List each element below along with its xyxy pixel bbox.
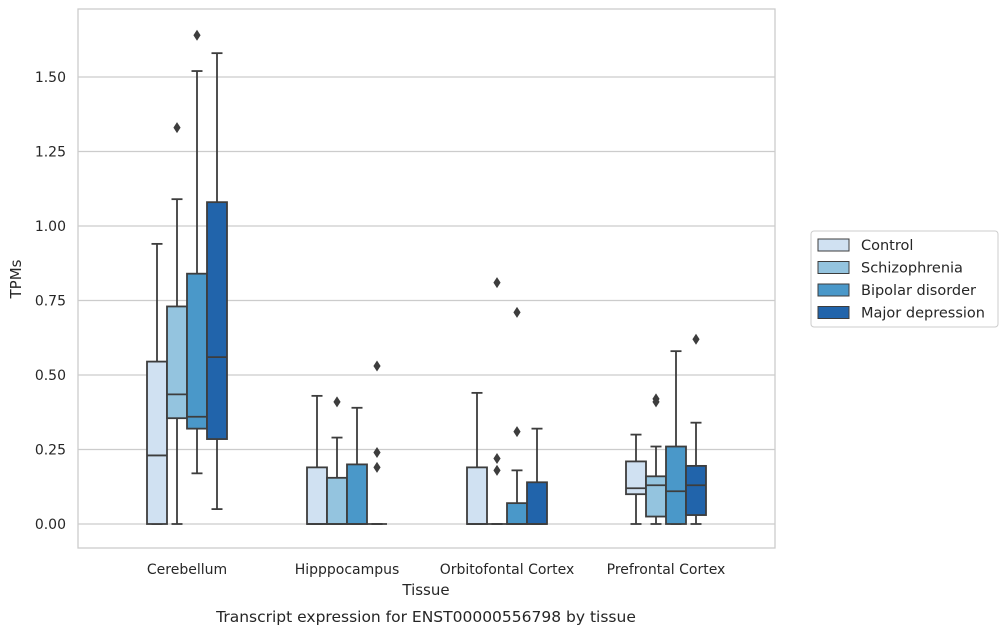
legend-frame xyxy=(810,230,999,328)
box-body xyxy=(466,466,488,525)
box-bipolar-disorder xyxy=(346,406,368,525)
box-body xyxy=(665,445,687,525)
box-body xyxy=(685,464,707,516)
chart-caption: Transcript expression for ENST0000055679… xyxy=(215,608,636,626)
outlier-point xyxy=(513,306,521,318)
y-tick-label: 0.75 xyxy=(35,294,66,310)
box-major-depression xyxy=(685,333,707,525)
y-tick-label: 0.50 xyxy=(35,368,66,384)
box-body xyxy=(146,360,168,525)
x-tick-label: Orbitofontal Cortex xyxy=(440,562,575,578)
box-body xyxy=(645,475,667,518)
legend-label: Bipolar disorder xyxy=(861,283,976,299)
y-tick-label: 1.25 xyxy=(35,145,66,161)
box-schizophrenia xyxy=(326,396,348,525)
box-body xyxy=(506,502,528,525)
outlier-point xyxy=(193,29,201,41)
legend: Control Schizophrenia Bipolar disorder Majo… xyxy=(810,230,999,328)
outlier-point xyxy=(652,396,660,408)
box-bipolar-disorder xyxy=(506,306,528,525)
outlier-point xyxy=(493,464,501,476)
box-body xyxy=(166,305,188,420)
y-axis-label: TPMs xyxy=(7,259,25,299)
box-schizophrenia xyxy=(645,393,667,525)
legend-label: Major depression xyxy=(861,306,985,322)
outlier-point xyxy=(513,426,521,438)
legend-swatch xyxy=(817,283,850,297)
box-elements xyxy=(146,29,707,525)
legend-swatch xyxy=(817,261,850,274)
plot-frame xyxy=(77,8,776,549)
box-control xyxy=(146,242,168,525)
x-axis-label: Tissue xyxy=(401,581,449,599)
x-tick-labels: Cerebellum Hipppocampus Orbitofontal Corte… xyxy=(147,562,725,578)
outlier-point xyxy=(493,277,501,289)
box-bipolar-disorder xyxy=(186,29,208,475)
outlier-point xyxy=(333,396,341,408)
x-tick-label: Cerebellum xyxy=(147,562,227,578)
box-major-depression xyxy=(526,427,548,525)
box-body xyxy=(206,201,228,440)
y-tick-label: 0.25 xyxy=(35,443,66,459)
legend-swatch xyxy=(817,238,850,252)
outlier-point xyxy=(173,122,181,134)
legend-swatch xyxy=(817,306,850,319)
box-body xyxy=(346,463,368,525)
box-body xyxy=(526,481,548,525)
outlier-point xyxy=(373,461,381,473)
box-major-depression xyxy=(206,52,228,511)
box-control xyxy=(306,394,328,525)
y-tick-label: 0.00 xyxy=(35,517,66,533)
outlier-point xyxy=(373,360,381,372)
box-control xyxy=(625,433,647,525)
box-control xyxy=(466,391,488,525)
x-tick-label: Hipppocampus xyxy=(295,562,400,578)
outlier-point xyxy=(493,452,501,464)
outlier-point xyxy=(692,333,700,345)
y-tick-label: 1.50 xyxy=(35,70,66,86)
outlier-point xyxy=(373,446,381,458)
box-schizophrenia xyxy=(487,277,507,525)
box-major-depression xyxy=(367,360,387,525)
y-tick-labels: 0.00 0.25 0.50 0.75 1.00 1.25 1.50 xyxy=(35,70,66,533)
box-body xyxy=(326,476,348,525)
box-body xyxy=(186,272,208,430)
legend-label: Schizophrenia xyxy=(861,261,963,277)
box-body xyxy=(625,460,647,496)
y-tick-label: 1.00 xyxy=(35,219,66,235)
box-body xyxy=(306,466,328,525)
box-schizophrenia xyxy=(166,122,188,525)
x-tick-label: Prefrontal Cortex xyxy=(607,562,726,578)
legend-label: Control xyxy=(861,238,913,254)
box-bipolar-disorder xyxy=(665,350,687,525)
